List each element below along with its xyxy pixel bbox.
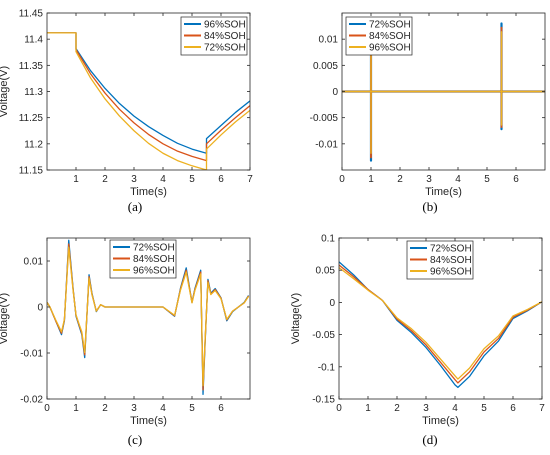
y-tick-label: 11.45 bbox=[19, 9, 44, 20]
x-tick-label: 4 bbox=[160, 403, 166, 414]
x-tick-label: 0 bbox=[44, 403, 50, 414]
x-tick-label: 6 bbox=[218, 174, 224, 185]
legend-label-72%SOH: 72%SOH bbox=[369, 20, 411, 31]
x-tick-label: 0 bbox=[339, 174, 345, 185]
axes-box bbox=[46, 237, 251, 400]
y-tick-label: -0.02 bbox=[20, 395, 43, 406]
chart-panel-d: 0 1 2 3 4 5 6 7 -0.15 -0.1 -0.05 0 0.05 0.1 Time(s) Vol… bbox=[290, 234, 545, 448]
y-tick-label: 0 bbox=[37, 303, 43, 314]
x-tick-label: 2 bbox=[394, 403, 400, 414]
series-line-96%SOH bbox=[47, 246, 250, 387]
x-tick-label: 5 bbox=[481, 403, 487, 414]
y-tick-label: 0.005 bbox=[313, 61, 338, 72]
x-tick-label: 2 bbox=[102, 403, 108, 414]
y-tick-label: -0.01 bbox=[315, 139, 338, 150]
x-tick-label: 1 bbox=[365, 403, 371, 414]
y-tick-label: 11.2 bbox=[24, 139, 43, 150]
x-tick-label: 3 bbox=[426, 174, 432, 185]
chart-panel-c: 0 1 2 3 4 5 6 -0.02 -0.01 0 0.01 Time(s) Voltage(V) 7… bbox=[0, 237, 251, 447]
y-tick-label: -0.15 bbox=[312, 395, 335, 406]
x-tick-label: 2 bbox=[397, 174, 403, 185]
x-tick-label: 6 bbox=[218, 403, 224, 414]
x-tick-label: 6 bbox=[510, 403, 516, 414]
series-line-72%SOH bbox=[47, 32, 250, 170]
y-tick-label: 0.01 bbox=[24, 257, 44, 268]
x-tick-label: 5 bbox=[189, 403, 195, 414]
legend-label-84%SOH: 84%SOH bbox=[430, 255, 472, 266]
x-tick-label: 3 bbox=[131, 174, 137, 185]
x-tick-label: 3 bbox=[423, 403, 429, 414]
legend-label-72%SOH: 72%SOH bbox=[430, 244, 472, 255]
series-line-96%SOH bbox=[339, 267, 542, 380]
x-tick-label: 2 bbox=[102, 174, 108, 185]
legend-label-84%SOH: 84%SOH bbox=[204, 31, 246, 42]
legend-label-96%SOH: 96%SOH bbox=[204, 20, 246, 31]
x-tick-label: 5 bbox=[189, 174, 195, 185]
panel-caption: (d) bbox=[422, 432, 437, 447]
legend-label-84%SOH: 84%SOH bbox=[133, 254, 175, 265]
series-line-96%SOH bbox=[342, 31, 545, 154]
legend-label-72%SOH: 72%SOH bbox=[133, 243, 175, 254]
series-group bbox=[339, 261, 542, 389]
x-axis-label: Time(s) bbox=[425, 186, 462, 198]
y-tick-label: -0.05 bbox=[312, 330, 335, 341]
y-tick-label: 0 bbox=[332, 87, 338, 98]
series-group bbox=[342, 22, 545, 162]
y-axis-label: Voltage(V) bbox=[290, 293, 302, 344]
legend-label-84%SOH: 84%SOH bbox=[369, 31, 411, 42]
x-tick-label: 4 bbox=[160, 174, 166, 185]
x-tick-label: 0 bbox=[336, 403, 342, 414]
x-axis-label: Time(s) bbox=[130, 186, 167, 198]
series-group bbox=[47, 32, 250, 170]
legend-label-96%SOH: 96%SOH bbox=[369, 43, 411, 54]
y-tick-label: -0.005 bbox=[310, 113, 339, 124]
x-tick-label: 6 bbox=[513, 174, 519, 185]
y-tick-label: 11.4 bbox=[24, 35, 43, 46]
y-tick-label: 0.05 bbox=[316, 266, 336, 277]
panel-caption: (a) bbox=[128, 199, 142, 214]
panel-caption: (c) bbox=[128, 432, 142, 447]
y-tick-label: 11.35 bbox=[19, 61, 44, 72]
x-tick-label: 4 bbox=[452, 403, 458, 414]
x-tick-label: 1 bbox=[73, 403, 79, 414]
x-tick-label: 7 bbox=[539, 403, 545, 414]
x-tick-label: 1 bbox=[73, 174, 79, 185]
y-tick-label: 0 bbox=[329, 298, 335, 309]
y-tick-label: 0.01 bbox=[319, 35, 339, 46]
x-tick-label: 3 bbox=[131, 403, 137, 414]
legend-label-96%SOH: 96%SOH bbox=[133, 266, 175, 277]
x-tick-label: 7 bbox=[247, 174, 253, 185]
series-line-96%SOH bbox=[47, 32, 250, 154]
y-axis-label: Voltage(V) bbox=[0, 293, 10, 344]
series-group bbox=[47, 239, 250, 396]
x-tick-label: 5 bbox=[484, 174, 490, 185]
x-axis-label: Time(s) bbox=[130, 415, 167, 427]
legend-label-72%SOH: 72%SOH bbox=[204, 43, 246, 54]
x-tick-label: 1 bbox=[368, 174, 374, 185]
panel-caption: (b) bbox=[422, 199, 437, 214]
x-tick-label: 4 bbox=[455, 174, 461, 185]
axes-box bbox=[338, 237, 543, 400]
y-tick-label: 11.25 bbox=[19, 113, 44, 124]
y-axis-label: Voltage(V) bbox=[0, 66, 10, 117]
y-tick-label: -0.01 bbox=[20, 349, 43, 360]
chart-panel-a: 1 2 3 4 5 6 7 11.15 11.2 11.25 11.3 11.35 11.4 11.45 T… bbox=[0, 9, 253, 215]
y-tick-label: 11.3 bbox=[24, 87, 43, 98]
y-tick-label: -0.1 bbox=[318, 362, 336, 373]
series-line-84%SOH bbox=[47, 32, 250, 162]
x-axis-label: Time(s) bbox=[422, 415, 459, 427]
y-tick-label: 0.1 bbox=[321, 234, 335, 245]
legend-label-96%SOH: 96%SOH bbox=[430, 267, 472, 278]
chart-panel-b: 0 1 2 3 4 5 6 -0.01 -0.005 0 0.005 0.01 Time(s) 72%SO… bbox=[310, 12, 546, 214]
y-tick-label: 11.15 bbox=[19, 166, 44, 177]
